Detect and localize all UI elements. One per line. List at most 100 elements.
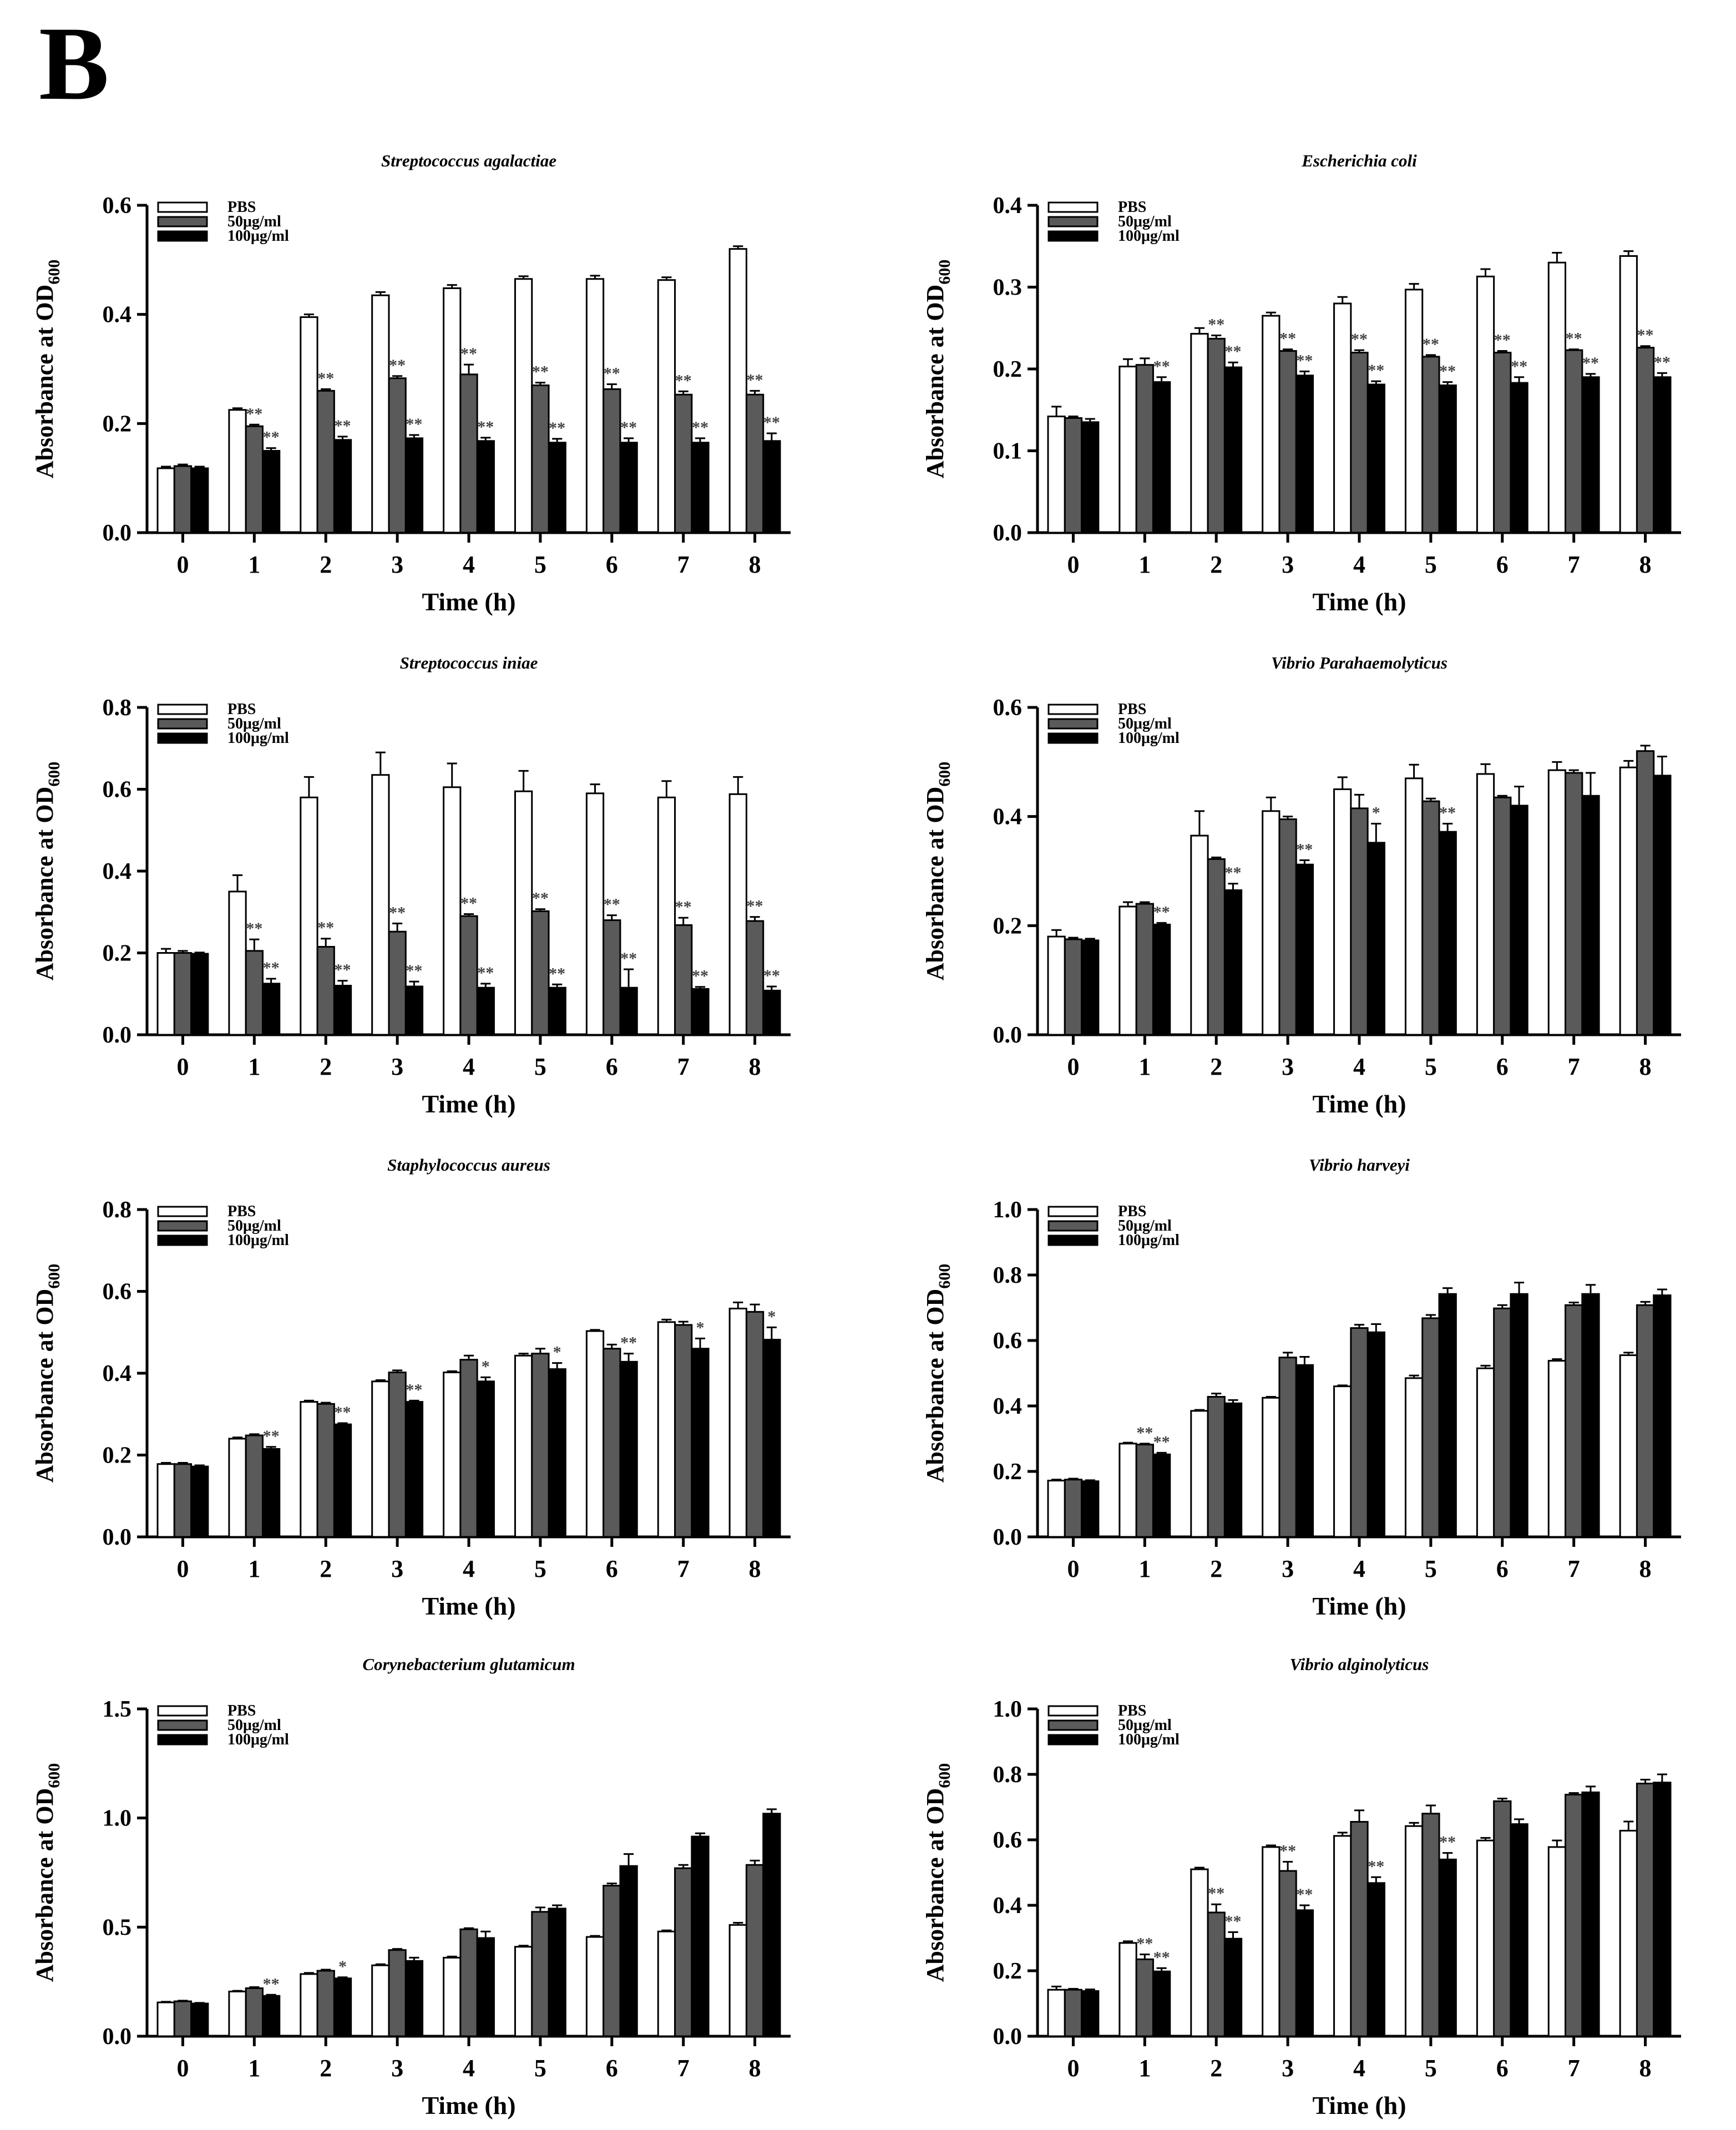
bar xyxy=(1262,810,1281,1036)
x-axis-label: Time (h) xyxy=(422,588,515,616)
x-tick-label: 7 xyxy=(677,2055,690,2082)
significance-mark: ** xyxy=(389,903,406,922)
bar xyxy=(404,985,424,1036)
y-axis-label-text: Absorbance at OD xyxy=(922,1289,949,1483)
x-tick-label: 6 xyxy=(1496,2055,1509,2082)
bar xyxy=(1438,1293,1457,1538)
legend-swatch xyxy=(157,1734,208,1746)
bar xyxy=(1152,1970,1171,2037)
significance-mark: ** xyxy=(1494,331,1511,350)
significance-mark: ** xyxy=(1279,1842,1296,1860)
y-tick-label: 1.0 xyxy=(993,1697,1023,1722)
chart-title: Vibrio harveyi xyxy=(1309,1155,1410,1175)
bar xyxy=(371,294,390,534)
y-tick-label: 0.4 xyxy=(103,302,132,328)
significance-mark: * xyxy=(482,1357,490,1375)
bar xyxy=(1333,788,1352,1036)
bar xyxy=(1565,772,1583,1036)
bar xyxy=(1510,805,1529,1036)
significance-mark: ** xyxy=(620,949,637,968)
bar xyxy=(657,279,676,534)
legend-swatch xyxy=(157,1705,208,1717)
legend-label: 50μg/ml xyxy=(227,1217,281,1235)
bar xyxy=(1278,350,1297,534)
chart-panel-3: Vibrio Parahaemolyticus 0.0 0.2 0.4 0.6 Absor… xyxy=(922,653,1681,1118)
chart-panel-0: Streptococcus agalactiae 0.0 0.2 0.4 0.6 Abso… xyxy=(31,151,791,616)
bar xyxy=(228,891,247,1036)
x-tick-label: 3 xyxy=(1282,1555,1294,1582)
y-tick-label: 1.5 xyxy=(103,1697,132,1722)
bar xyxy=(371,1380,390,1538)
x-axis-label: Time (h) xyxy=(1312,1090,1406,1118)
significance-mark: ** xyxy=(335,961,351,979)
bar xyxy=(691,1348,710,1538)
bar xyxy=(1421,1317,1440,1538)
bar xyxy=(762,989,781,1036)
bar xyxy=(1581,795,1600,1036)
x-tick-label: 2 xyxy=(1210,551,1222,578)
y-tick-label: 0.6 xyxy=(103,1279,132,1305)
bar xyxy=(1581,1293,1600,1538)
significance-mark: ** xyxy=(406,962,422,980)
bar xyxy=(371,774,390,1036)
bar xyxy=(548,1368,566,1538)
significance-mark: ** xyxy=(604,365,620,383)
x-tick-label: 7 xyxy=(1568,2055,1580,2082)
bar xyxy=(1421,1813,1440,2037)
bar xyxy=(190,953,209,1036)
bar xyxy=(1350,807,1369,1036)
legend-swatch xyxy=(1047,230,1099,242)
bar xyxy=(548,442,566,534)
x-tick-label: 4 xyxy=(463,551,475,578)
significance-mark: ** xyxy=(1153,1948,1170,1966)
legend-swatch xyxy=(1047,1220,1099,1232)
significance-mark: ** xyxy=(620,418,637,437)
significance-mark: ** xyxy=(1296,351,1313,370)
y-axis-label: Absorbance at OD600 xyxy=(31,260,63,479)
significance-mark: ** xyxy=(1225,864,1242,882)
bar xyxy=(245,1434,264,1538)
bar xyxy=(1547,1846,1567,2037)
bar xyxy=(1278,1357,1297,1538)
y-axis-label: Absorbance at OD600 xyxy=(922,1763,954,1982)
significance-mark: ** xyxy=(620,1334,637,1352)
x-tick-label: 3 xyxy=(1282,1053,1294,1080)
bar xyxy=(1152,923,1171,1036)
x-tick-label: 1 xyxy=(1138,1053,1151,1080)
significance-mark: ** xyxy=(1225,342,1242,361)
bar xyxy=(1565,1794,1583,2037)
significance-mark: ** xyxy=(477,964,494,982)
y-tick-label: 0.0 xyxy=(103,1023,132,1048)
legend-label: PBS xyxy=(227,1702,256,1719)
bar xyxy=(1152,1453,1171,1538)
bar xyxy=(585,278,605,534)
bar xyxy=(1333,302,1352,534)
y-tick-label: 0.4 xyxy=(993,1394,1023,1419)
bar xyxy=(745,1311,765,1538)
bar xyxy=(1047,416,1066,534)
bar xyxy=(1081,421,1100,534)
y-tick-label: 0.2 xyxy=(993,1459,1023,1485)
bar xyxy=(1047,935,1066,1036)
bar xyxy=(459,1928,478,2037)
bar xyxy=(245,425,264,534)
significance-mark: ** xyxy=(1511,357,1527,376)
x-tick-label: 0 xyxy=(176,2055,189,2082)
significance-mark: ** xyxy=(317,369,334,387)
bar xyxy=(1223,889,1243,1036)
y-axis-label-text: Absorbance at OD xyxy=(31,285,58,479)
bar xyxy=(674,924,693,1036)
chart-panel-1: Escherichia coli 0.0 0.1 0.2 0.3 0.4 Absorbanc… xyxy=(922,151,1681,616)
bar xyxy=(261,450,281,534)
chart-title: Staphylococcus aureus xyxy=(387,1155,550,1175)
significance-mark: ** xyxy=(246,919,262,938)
bar xyxy=(1653,376,1672,534)
y-axis-label: Absorbance at OD600 xyxy=(31,1763,63,1982)
x-tick-label: 0 xyxy=(176,551,189,578)
x-tick-label: 0 xyxy=(176,1053,189,1080)
bar xyxy=(476,986,495,1036)
y-axis-label-text: Absorbance at OD xyxy=(922,1788,949,1982)
y-tick-label: 0.0 xyxy=(993,1023,1023,1048)
legend-label: 100μg/ml xyxy=(1118,227,1180,245)
x-tick-label: 5 xyxy=(534,1555,546,1582)
